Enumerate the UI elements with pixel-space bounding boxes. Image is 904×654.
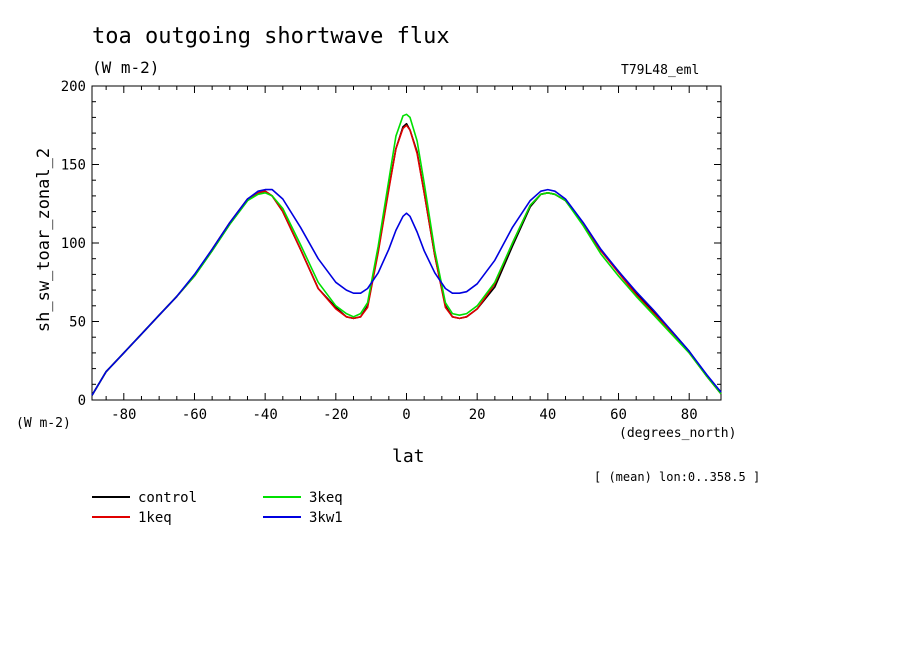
x-tick-label: 20	[469, 407, 486, 423]
x-tick-label: 40	[539, 407, 556, 423]
chart-title: toa outgoing shortwave flux	[92, 24, 450, 49]
legend-label-1keq: 1keq	[138, 510, 172, 526]
legend-label-control: control	[138, 490, 197, 506]
x-tick-label: 60	[610, 407, 627, 423]
x-tick-label: -20	[323, 407, 348, 423]
y-tick-label: 50	[69, 315, 86, 331]
series-line-control	[91, 122, 722, 396]
x-tick-label: 80	[681, 407, 698, 423]
mean-note: [ (mean) lon:0..358.5 ]	[594, 470, 761, 484]
chart-units: (W m-2)	[92, 58, 160, 77]
y-tick-label: 100	[61, 236, 86, 252]
experiment-tag: T79L48_eml	[621, 63, 700, 78]
x-tick-label: 0	[402, 407, 410, 423]
legend-label-3keq: 3keq	[309, 490, 343, 506]
y-axis-units: (W m-2)	[16, 416, 71, 431]
series-line-1keq	[91, 124, 722, 396]
x-tick-label: -40	[253, 407, 278, 423]
x-tick-label: -80	[111, 407, 136, 423]
plot-frame	[91, 85, 722, 401]
x-axis-label: lat	[392, 446, 425, 467]
legend-label-3kw1: 3kw1	[309, 510, 343, 526]
y-tick-label: 200	[61, 79, 86, 95]
y-tick-label: 150	[61, 158, 86, 174]
x-axis-units: (degrees_north)	[619, 426, 737, 441]
x-tick-label: -60	[182, 407, 207, 423]
series-line-3kw1	[91, 188, 722, 396]
series-line-3keq	[91, 113, 722, 396]
y-tick-label: 0	[78, 393, 86, 409]
